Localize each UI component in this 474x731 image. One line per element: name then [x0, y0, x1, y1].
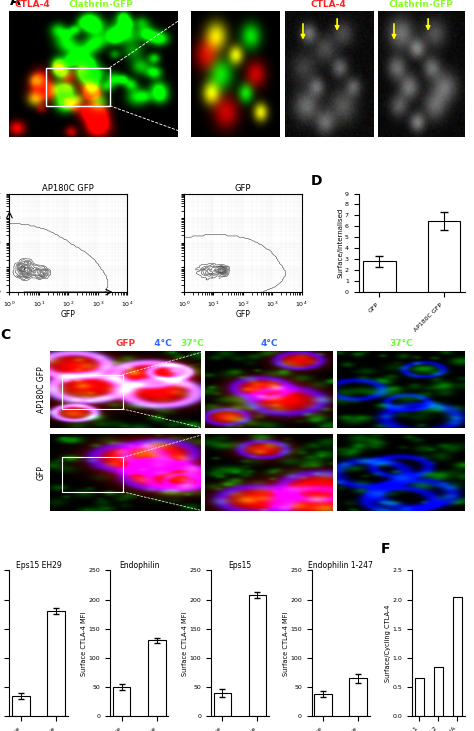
- Bar: [434, 667, 443, 716]
- Bar: [314, 694, 332, 716]
- Bar: [63, 458, 122, 492]
- Text: Clathrin-GFP: Clathrin-GFP: [389, 0, 454, 9]
- Text: D: D: [311, 173, 322, 188]
- Text: AP180C GFP: AP180C GFP: [37, 366, 46, 413]
- Text: F: F: [381, 542, 391, 556]
- Y-axis label: Surface/Internalised: Surface/Internalised: [337, 208, 344, 278]
- Bar: [428, 221, 460, 292]
- Text: 37°C: 37°C: [180, 339, 204, 349]
- Y-axis label: Surface/Cycling CTLA-4: Surface/Cycling CTLA-4: [385, 605, 392, 682]
- Bar: [249, 595, 266, 716]
- Text: 37°C: 37°C: [389, 339, 413, 349]
- Y-axis label: Surface CTLA-4 MFI: Surface CTLA-4 MFI: [182, 611, 188, 675]
- Text: A: A: [9, 0, 20, 8]
- Text: 4°C: 4°C: [260, 339, 278, 349]
- Title: Eps15 EH29: Eps15 EH29: [16, 561, 61, 569]
- Bar: [349, 678, 367, 716]
- Bar: [12, 696, 30, 716]
- Title: Eps15: Eps15: [228, 561, 252, 569]
- Bar: [453, 596, 462, 716]
- Bar: [46, 68, 109, 106]
- Bar: [213, 693, 231, 716]
- Title: GFP: GFP: [235, 183, 251, 193]
- Text: Merge: Merge: [219, 0, 252, 9]
- Bar: [113, 687, 130, 716]
- Title: Endophilin 1-247: Endophilin 1-247: [308, 561, 373, 569]
- Bar: [415, 678, 424, 716]
- Text: 4°C: 4°C: [148, 339, 172, 349]
- Text: Clathrin-GFP: Clathrin-GFP: [69, 0, 133, 9]
- Text: CTLA-4: CTLA-4: [14, 0, 50, 9]
- Text: CTLA-4: CTLA-4: [310, 0, 346, 9]
- Bar: [364, 262, 395, 292]
- X-axis label: GFP: GFP: [61, 311, 76, 319]
- Y-axis label: Surface CTLA-4 MFI: Surface CTLA-4 MFI: [82, 611, 87, 675]
- Text: C: C: [0, 327, 10, 342]
- Bar: [47, 611, 65, 716]
- Title: AP180C GFP: AP180C GFP: [43, 183, 94, 193]
- Bar: [63, 374, 122, 409]
- Y-axis label: Surface CTLA-4 MFI: Surface CTLA-4 MFI: [283, 611, 289, 675]
- Bar: [148, 640, 165, 716]
- X-axis label: GFP: GFP: [236, 311, 250, 319]
- Title: Endophilin: Endophilin: [119, 561, 159, 569]
- Text: GFP: GFP: [37, 465, 46, 480]
- Text: GFP: GFP: [116, 339, 136, 349]
